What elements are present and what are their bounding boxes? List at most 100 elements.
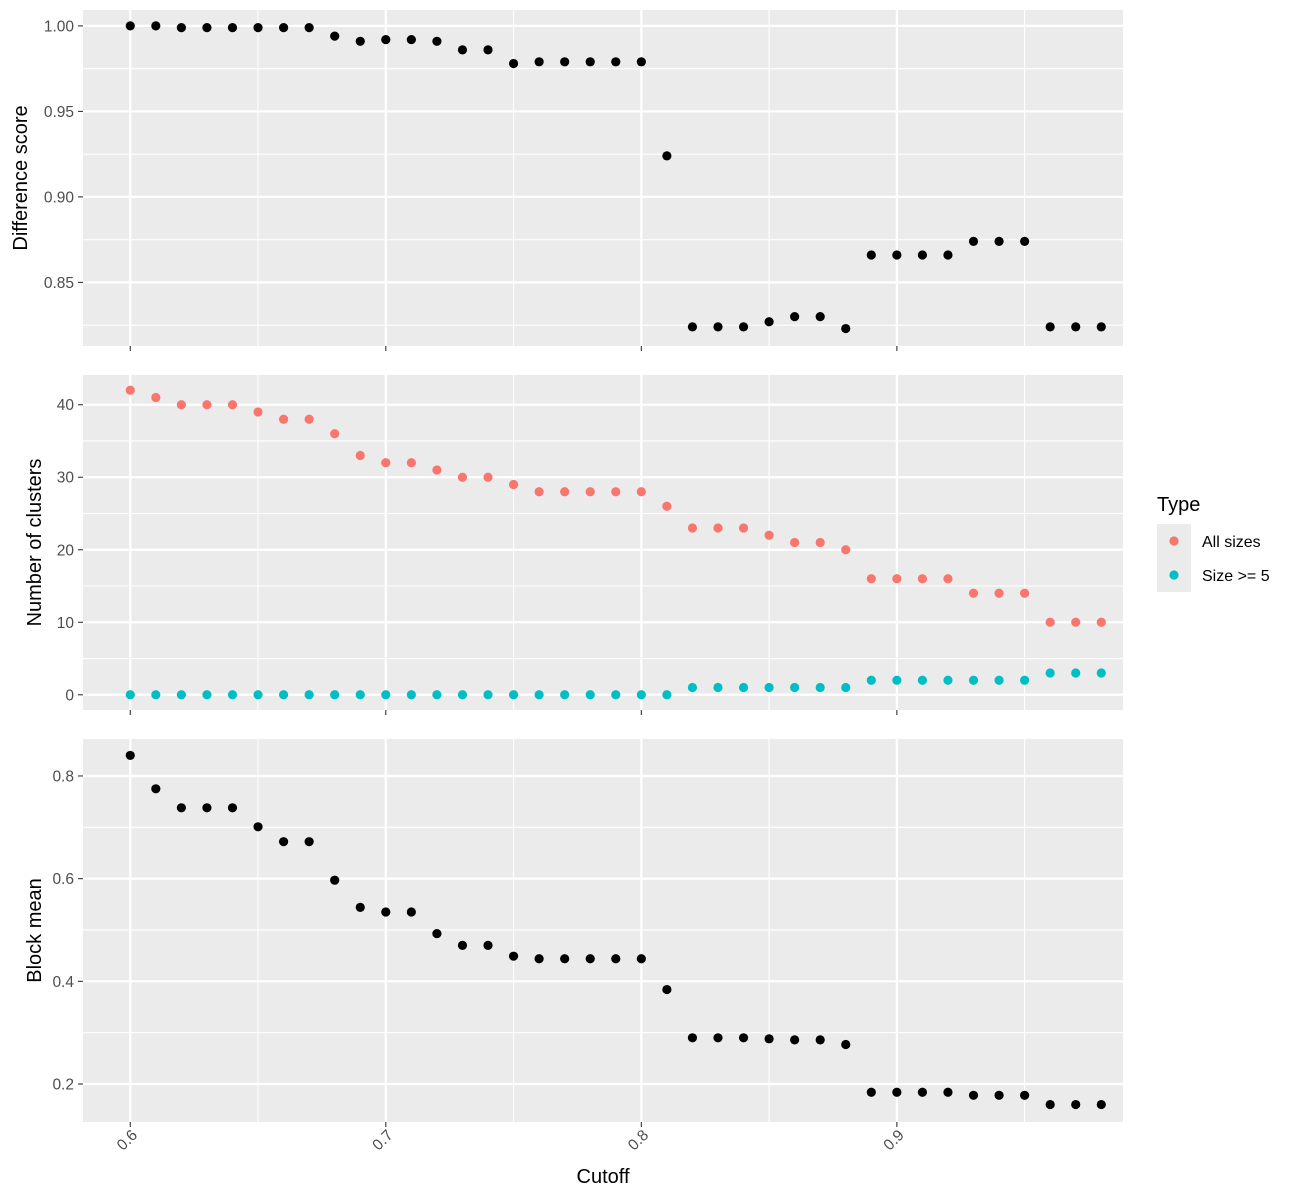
legend: Type All sizes Size >= 5 [1157,494,1270,592]
data-point [1020,236,1030,246]
data-point [125,21,135,31]
legend-label: All sizes [1202,534,1261,551]
data-point [1045,668,1055,678]
data-point [764,317,774,327]
data-point [457,45,468,55]
data-point [534,487,544,497]
series-size-5 [125,668,1106,700]
data-point [176,400,186,410]
data-point [917,250,928,260]
panel-number-of-clusters: 0 10 20 30 40 Number of clusters [24,375,1123,715]
data-point [764,1034,774,1044]
data-point [1096,617,1106,627]
y-axis-title: Block mean [24,878,46,983]
data-point [968,675,979,685]
data-point [278,690,289,700]
data-point [662,501,672,511]
data-point [151,392,161,403]
data-point [790,682,800,693]
legend-label: Size >= 5 [1202,568,1270,585]
data-point [815,682,825,693]
data-point [943,574,953,584]
data-point [355,690,365,700]
data-point [943,675,953,685]
data-point [1020,1090,1030,1100]
data-point [687,523,698,533]
data-point [943,250,953,260]
y-tick-label: 40 [57,397,75,414]
data-point [636,57,646,67]
data-point [457,472,468,482]
data-point [790,311,800,322]
data-point [1096,668,1106,678]
data-point [662,151,672,161]
data-point [406,34,416,45]
data-point [330,429,340,439]
panel-difference-score: 0.85 0.90 0.95 1.00 Difference score [10,10,1123,351]
panel-background [83,10,1123,346]
data-point [1071,668,1081,678]
series-all-sizes [125,385,1106,627]
data-point [611,57,621,67]
data-point [227,23,238,33]
data-point [560,690,570,700]
data-point [892,250,902,260]
data-point [406,690,416,700]
data-point [278,837,289,847]
data-point [1045,617,1055,627]
data-point [866,574,876,584]
panels-layer: 0.85 0.90 0.95 1.00 Difference score 0 10 20 30 4… [10,10,1123,1127]
data-point [841,1039,851,1050]
data-point [176,690,186,700]
x-tick-label: 0.9 [880,1127,907,1154]
data-point [253,407,263,417]
data-point [483,472,493,482]
data-point [406,458,416,468]
y-tick-label: 0 [65,687,74,704]
data-point [713,1033,723,1043]
data-point [304,690,314,700]
data-point [483,940,493,950]
series-difference-score [125,21,1106,334]
data-point [432,465,442,475]
data-point [457,690,468,700]
y-tick-label: 30 [57,470,75,487]
data-point [381,690,391,700]
data-point [1096,322,1106,332]
data-point [202,690,212,700]
y-axis-title: Number of clusters [24,459,46,627]
data-point [304,23,314,33]
data-point [866,675,876,685]
data-point [381,458,391,468]
data-point [841,545,851,555]
data-point [611,954,621,964]
legend-key-size-5 [1169,570,1179,580]
y-tick-label: 0.95 [44,104,74,121]
data-point [994,588,1004,598]
data-point [560,954,570,964]
data-point [994,675,1004,685]
data-point [304,414,314,424]
data-point [278,414,289,424]
data-point [330,875,340,885]
x-tick-label: 0.7 [369,1127,396,1154]
data-point [713,682,723,693]
x-axis: 0.6 0.7 0.8 0.9 [114,1127,908,1154]
legend-keys: All sizes Size >= 5 [1157,524,1270,592]
data-point [815,537,825,548]
data-point [636,954,646,964]
data-point [202,400,212,410]
data-point [917,574,928,584]
data-point [432,928,442,939]
data-point [483,690,493,700]
panel-block-mean: 0.2 0.4 0.6 0.8 Block mean [24,739,1123,1127]
data-point [611,690,621,700]
data-point [738,1033,749,1043]
data-point [176,23,186,33]
data-point [202,23,212,33]
data-point [1096,1099,1106,1110]
data-point [534,57,544,67]
y-tick-label: 1.00 [44,18,75,35]
data-point [202,803,212,813]
